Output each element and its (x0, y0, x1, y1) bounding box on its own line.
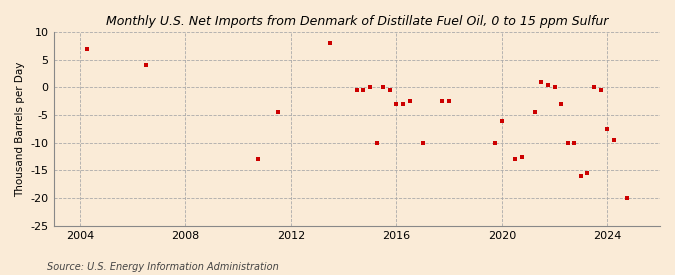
Point (556, 102, 566, 106)
Point (490, 141, 501, 145)
Point (589, 85, 599, 90)
Point (417, 141, 428, 145)
Point (602, 127, 613, 131)
Point (371, 141, 382, 145)
Point (325, 41, 335, 45)
Point (562, 141, 573, 145)
Point (437, 99, 448, 103)
Point (510, 157, 520, 162)
Text: Source: U.S. Energy Information Administration: Source: U.S. Energy Information Administ… (47, 262, 279, 272)
Point (543, 82, 554, 87)
Point (252, 157, 263, 162)
Point (608, 138, 619, 142)
Point (398, 102, 408, 106)
Point (358, 88, 369, 92)
Point (443, 99, 454, 103)
Point (384, 88, 395, 92)
Point (364, 85, 375, 90)
Point (391, 102, 402, 106)
Point (140, 63, 151, 67)
Point (595, 88, 606, 92)
Point (582, 171, 593, 175)
Point (404, 99, 415, 103)
Point (536, 80, 547, 84)
Point (549, 85, 560, 90)
Point (569, 141, 580, 145)
Point (516, 155, 527, 159)
Point (81, 46, 92, 51)
Point (378, 85, 389, 90)
Point (529, 110, 540, 114)
Point (352, 88, 362, 92)
Y-axis label: Thousand Barrels per Day: Thousand Barrels per Day (15, 61, 25, 197)
Point (622, 196, 632, 200)
Point (576, 174, 587, 178)
Point (496, 119, 507, 123)
Point (272, 110, 283, 114)
Title: Monthly U.S. Net Imports from Denmark of Distillate Fuel Oil, 0 to 15 ppm Sulfur: Monthly U.S. Net Imports from Denmark of… (105, 15, 608, 28)
